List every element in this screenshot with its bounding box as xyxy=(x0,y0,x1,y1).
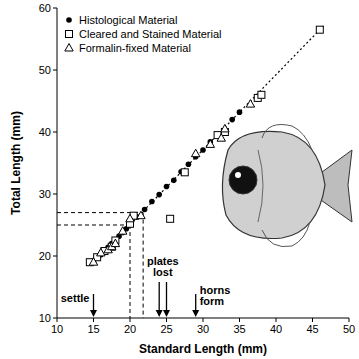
point-circle xyxy=(142,207,148,213)
y-axis-title: Total Length (mm) xyxy=(9,111,23,215)
annotation-text: form xyxy=(200,295,225,307)
x-tick-label: 50 xyxy=(343,323,355,335)
legend-marker-square xyxy=(66,31,73,38)
y-tick-label: 50 xyxy=(39,64,51,76)
y-axis xyxy=(57,8,58,318)
x-tick xyxy=(166,318,167,322)
x-tick xyxy=(312,318,313,322)
guide-vertical xyxy=(130,225,131,318)
y-tick xyxy=(53,8,57,9)
legend-label: Cleared and Stained Material xyxy=(79,28,221,40)
annotation-arrowhead xyxy=(163,310,170,317)
x-tick xyxy=(349,318,350,322)
point-triangle xyxy=(119,227,127,235)
y-tick xyxy=(53,194,57,195)
x-axis-title: Standard Length (mm) xyxy=(139,342,267,356)
y-tick xyxy=(53,132,57,133)
fish-operculum xyxy=(258,150,263,222)
x-tick-label: 15 xyxy=(87,323,99,335)
fish-fin xyxy=(262,222,310,247)
point-square xyxy=(167,215,174,222)
y-tick-label: 30 xyxy=(39,188,51,200)
point-circle xyxy=(164,184,170,190)
x-tick-label: 45 xyxy=(306,323,318,335)
point-triangle xyxy=(137,211,145,219)
x-tick-label: 30 xyxy=(197,323,209,335)
chart: 10 15 20 25 30 35 40 45 50 10 20 30 40 50 60 Standard L… xyxy=(0,0,359,359)
x-tick-label: 25 xyxy=(160,323,172,335)
y-tick-label: 20 xyxy=(39,250,51,262)
y-tick xyxy=(53,318,57,319)
point-triangle xyxy=(206,140,214,148)
x-tick xyxy=(239,318,240,322)
fit-line xyxy=(90,26,324,266)
y-tick-label: 40 xyxy=(39,126,51,138)
point-triangle xyxy=(217,134,225,142)
legend-label: Histological Material xyxy=(79,14,177,26)
annotation-text: lost xyxy=(153,266,173,278)
point-triangle xyxy=(192,149,200,157)
y-tick-label: 60 xyxy=(39,2,51,14)
x-tick xyxy=(130,318,131,322)
plot-area xyxy=(86,26,323,266)
annotation-arrow xyxy=(166,282,167,312)
point-circle xyxy=(229,117,235,123)
point-square xyxy=(258,91,265,98)
annotation-arrow xyxy=(159,282,160,312)
x-tick xyxy=(203,318,204,322)
point-circle xyxy=(171,178,177,184)
x-tick-label: 40 xyxy=(270,323,282,335)
point-circle xyxy=(156,192,162,198)
fish-eye-highlight xyxy=(235,172,241,178)
point-circle xyxy=(237,109,243,115)
point-triangle xyxy=(221,124,229,131)
fish-illustration xyxy=(222,125,352,247)
fish-fin xyxy=(262,125,312,151)
x-tick xyxy=(276,318,277,322)
point-triangle xyxy=(89,258,97,266)
point-circle xyxy=(186,161,192,167)
x-tick-label: 20 xyxy=(124,323,136,335)
annotation-text: settle xyxy=(61,292,90,304)
y-tick-label: 10 xyxy=(39,312,51,324)
point-triangle xyxy=(246,100,254,108)
y-tick xyxy=(53,256,57,257)
x-tick-label: 10 xyxy=(51,323,63,335)
annotation-arrowhead xyxy=(156,310,163,317)
annotation-arrowhead xyxy=(192,310,199,317)
point-square xyxy=(181,169,188,176)
point-triangle xyxy=(111,239,119,247)
y-tick xyxy=(53,70,57,71)
guide-vertical xyxy=(143,213,144,318)
annotation-arrowhead xyxy=(90,310,97,317)
legend: Histological Material Cleared and Stained… xyxy=(65,14,222,54)
point-square xyxy=(316,26,323,33)
x-tick-label: 35 xyxy=(233,323,245,335)
annotation-arrow xyxy=(93,294,94,312)
x-tick xyxy=(93,318,94,322)
fish-eye xyxy=(229,166,257,194)
legend-marker-circle xyxy=(66,17,72,23)
point-circle xyxy=(200,147,206,153)
annotation-arrow xyxy=(195,294,196,312)
legend-marker-triangle xyxy=(65,44,73,52)
guide-horizontal xyxy=(57,225,130,226)
point-triangle xyxy=(126,214,134,222)
legend-label: Formalin-fixed Material xyxy=(79,42,191,54)
x-tick xyxy=(57,318,58,322)
point-circle xyxy=(149,199,155,205)
